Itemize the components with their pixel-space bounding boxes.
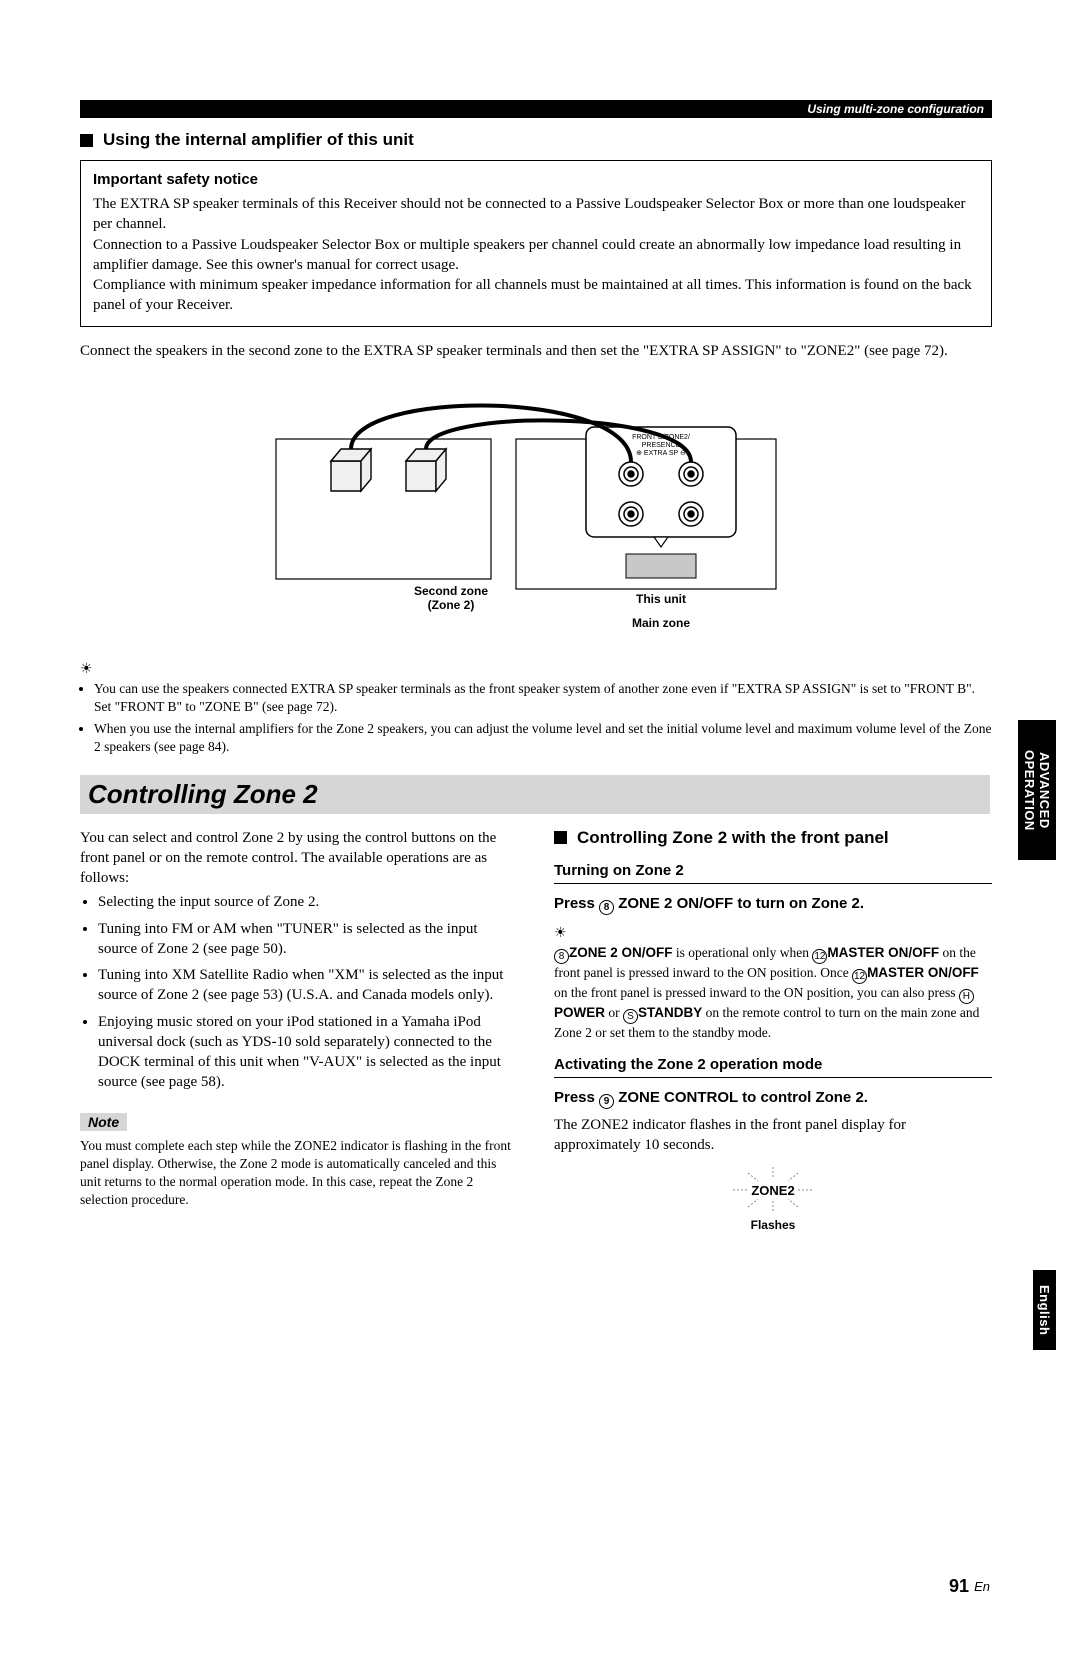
tip-e: MASTER ON/OFF <box>867 965 979 980</box>
press1-c: to turn on Zone 2. <box>733 895 864 912</box>
svg-text:ZONE2: ZONE2 <box>751 1183 794 1198</box>
left-bullet-list: Selecting the input source of Zone 2. Tu… <box>80 892 518 1092</box>
diagram-svg: FRONT B/ZONE2/ PRESENCE ⊕ EXTRA SP ⊖ <box>256 379 816 639</box>
circled-H: H <box>959 989 974 1004</box>
svg-text:Second zone: Second zone <box>414 584 488 598</box>
section-controlling-zone2: Controlling Zone 2 <box>80 775 990 814</box>
tip-list: You can use the speakers connected EXTRA… <box>80 680 992 757</box>
side-adv2: OPERATION <box>1022 750 1037 831</box>
flash-svg: ZONE2 Flashes <box>693 1165 853 1235</box>
svg-text:⊕ EXTRA SP ⊖: ⊕ EXTRA SP ⊖ <box>636 450 686 457</box>
note-label: Note <box>80 1113 127 1131</box>
connection-diagram: FRONT B/ZONE2/ PRESENCE ⊕ EXTRA SP ⊖ <box>256 379 816 639</box>
tip-1: You can use the speakers connected EXTRA… <box>94 680 992 716</box>
flash-diagram: ZONE2 Flashes <box>554 1165 992 1240</box>
tip-c: MASTER ON/OFF <box>827 945 939 960</box>
notice-p1: The EXTRA SP speaker terminals of this R… <box>93 194 979 235</box>
tip-a: ZONE 2 ON/OFF <box>569 945 673 960</box>
side-tab-advanced: ADVANCED OPERATION <box>1018 720 1056 860</box>
square-bullet <box>80 134 93 147</box>
press1-a: Press <box>554 895 599 912</box>
left-b1: Selecting the input source of Zone 2. <box>98 892 518 912</box>
heading-text: Using the internal amplifier of this uni… <box>103 130 414 150</box>
page-num-value: 91 <box>949 1576 969 1596</box>
press-line-1: Press 8 ZONE 2 ON/OFF to turn on Zone 2. <box>554 894 992 915</box>
left-intro: You can select and control Zone 2 by usi… <box>80 828 518 889</box>
svg-text:This unit: This unit <box>636 592 686 606</box>
left-b4: Enjoying music stored on your iPod stati… <box>98 1012 518 1093</box>
press2-a: Press <box>554 1089 599 1106</box>
side-tab-english: English <box>1033 1270 1056 1350</box>
two-column-layout: You can select and control Zone 2 by usi… <box>80 828 992 1241</box>
tip-g: POWER <box>554 1005 605 1020</box>
heading-front-panel: Controlling Zone 2 with the front panel <box>554 828 992 848</box>
tip-f: on the front panel is pressed inward to … <box>554 985 959 1000</box>
notice-p2: Connection to a Passive Loudspeaker Sele… <box>93 235 979 276</box>
sub-turning-on: Turning on Zone 2 <box>554 862 992 884</box>
circled-12: 12 <box>812 949 827 964</box>
circled-8b: 8 <box>554 949 569 964</box>
left-column: You can select and control Zone 2 by usi… <box>80 828 518 1241</box>
tip-icon-2: ☀ <box>554 925 992 942</box>
heading-text: Controlling Zone 2 with the front panel <box>577 828 889 848</box>
press2-b: ZONE CONTROL <box>618 1089 738 1106</box>
after-text: The ZONE2 indicator flashes in the front… <box>554 1115 992 1156</box>
svg-text:Flashes: Flashes <box>751 1218 796 1232</box>
press-line-2: Press 9 ZONE CONTROL to control Zone 2. <box>554 1088 992 1109</box>
svg-text:(Zone 2): (Zone 2) <box>428 598 475 612</box>
circled-8: 8 <box>599 900 614 915</box>
page-content: Using multi-zone configuration Using the… <box>80 100 992 1240</box>
page-lang: En <box>974 1579 990 1594</box>
header-section: Using multi-zone configuration <box>807 102 984 116</box>
side-eng: English <box>1037 1285 1052 1335</box>
press2-c: to control Zone 2. <box>738 1089 868 1106</box>
right-tip-paragraph: 8ZONE 2 ON/OFF is operational only when … <box>554 944 992 1042</box>
circled-9: 9 <box>599 1094 614 1109</box>
side-adv1: ADVANCED <box>1037 752 1052 829</box>
circled-12b: 12 <box>852 969 867 984</box>
right-column: Controlling Zone 2 with the front panel … <box>554 828 992 1241</box>
tip-icon: ☀ <box>80 661 992 678</box>
press1-b: ZONE 2 ON/OFF <box>618 895 733 912</box>
tip-2: When you use the internal amplifiers for… <box>94 720 992 756</box>
circled-S: S <box>623 1009 638 1024</box>
connect-instruction: Connect the speakers in the second zone … <box>80 341 992 361</box>
sub-activating: Activating the Zone 2 operation mode <box>554 1056 992 1078</box>
square-bullet <box>554 831 567 844</box>
left-b3: Tuning into XM Satellite Radio when "XM"… <box>98 965 518 1006</box>
heading-internal-amp: Using the internal amplifier of this uni… <box>80 130 992 150</box>
note-text: You must complete each step while the ZO… <box>80 1137 518 1210</box>
tip-b: is operational only when <box>673 945 813 960</box>
safety-notice-box: Important safety notice The EXTRA SP spe… <box>80 160 992 327</box>
svg-text:Main zone: Main zone <box>632 616 690 630</box>
tip-h: or <box>605 1005 623 1020</box>
notice-p3: Compliance with minimum speaker impedanc… <box>93 275 979 316</box>
header-bar: Using multi-zone configuration <box>80 100 992 118</box>
tip-i: STANDBY <box>638 1005 702 1020</box>
left-b2: Tuning into FM or AM when "TUNER" is sel… <box>98 919 518 960</box>
notice-title: Important safety notice <box>93 171 979 188</box>
page-number: 91 En <box>949 1576 990 1597</box>
